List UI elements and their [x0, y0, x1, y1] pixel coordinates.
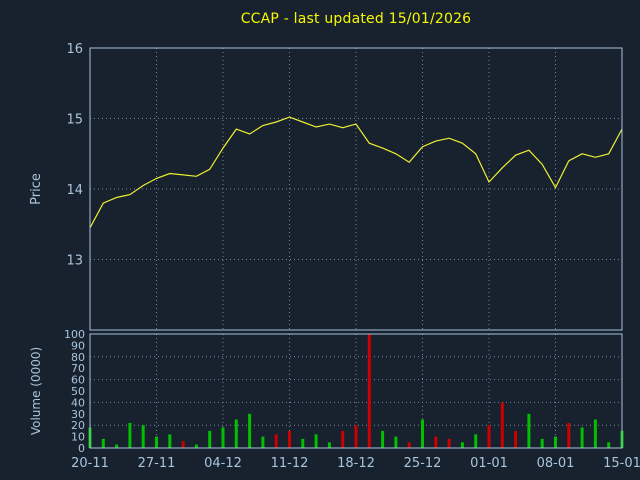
volume-bar	[301, 438, 305, 448]
volume-bar	[407, 442, 411, 448]
gridlines	[90, 48, 622, 448]
volume-bar	[101, 438, 105, 448]
svg-text:08-01: 08-01	[537, 456, 575, 471]
svg-text:01-01: 01-01	[470, 456, 508, 471]
svg-text:10: 10	[71, 431, 85, 444]
volume-bar	[327, 442, 331, 448]
svg-text:20: 20	[71, 419, 85, 432]
volume-bar	[607, 442, 611, 448]
volume-bar	[274, 434, 278, 448]
svg-text:11-12: 11-12	[271, 456, 309, 471]
price-ytick-labels: 13 14 15 16	[66, 42, 83, 269]
svg-text:15: 15	[66, 113, 83, 128]
svg-text:16: 16	[66, 42, 83, 57]
volume-bar	[208, 430, 212, 448]
volume-bar	[381, 430, 385, 448]
svg-text:18-12: 18-12	[337, 456, 375, 471]
volume-bar	[341, 430, 345, 448]
svg-text:50: 50	[71, 385, 85, 398]
svg-text:25-12: 25-12	[404, 456, 442, 471]
volume-bar	[128, 422, 132, 448]
volume-bar	[314, 434, 318, 448]
volume-bar	[447, 438, 451, 448]
chart-title: CCAP - last updated 15/01/2026	[240, 11, 472, 27]
volume-bar	[580, 427, 584, 448]
volume-bar	[261, 436, 265, 448]
volume-bar	[354, 425, 358, 448]
volume-bar	[194, 444, 198, 448]
svg-text:27-11: 27-11	[138, 456, 176, 471]
volume-bar	[487, 425, 491, 448]
svg-text:14: 14	[66, 183, 83, 198]
volume-bar	[168, 434, 172, 448]
svg-text:70: 70	[71, 362, 85, 375]
volume-bar	[115, 444, 119, 448]
volume-bar	[514, 430, 518, 448]
svg-text:100: 100	[64, 328, 85, 341]
volume-bar	[540, 438, 544, 448]
volume-bars	[88, 334, 624, 448]
volume-bar	[593, 419, 597, 448]
price-axis-title: Price	[29, 173, 44, 205]
volume-bar	[474, 434, 478, 448]
volume-bar	[460, 442, 464, 448]
svg-text:04-12: 04-12	[204, 456, 242, 471]
volume-bar	[288, 430, 291, 448]
svg-text:0: 0	[78, 442, 85, 455]
volume-bar	[500, 402, 504, 448]
panel-borders	[89, 47, 623, 449]
svg-text:20-11: 20-11	[71, 456, 109, 471]
svg-text:13: 13	[66, 254, 83, 269]
svg-text:40: 40	[71, 396, 85, 409]
svg-text:15-01: 15-01	[603, 456, 640, 471]
volume-bar	[367, 334, 371, 448]
volume-axis-title: Volume (0000)	[29, 347, 43, 435]
volume-bar	[567, 422, 571, 448]
volume-bar	[554, 436, 557, 448]
volume-bar	[181, 441, 185, 448]
x-tick-labels: 20-11 27-11 04-12 11-12 18-12 25-12 01-01 08-01…	[71, 456, 640, 471]
svg-text:60: 60	[71, 374, 85, 387]
svg-text:80: 80	[71, 351, 85, 364]
volume-bar	[234, 419, 238, 448]
volume-bar	[434, 436, 438, 448]
volume-bar	[394, 436, 398, 448]
volume-bar	[248, 413, 252, 448]
axis-titles: Price Volume (0000)	[29, 173, 44, 435]
price-line	[89, 116, 623, 229]
svg-text:90: 90	[71, 339, 85, 352]
volume-bar	[527, 413, 531, 448]
volume-bar	[155, 436, 158, 448]
svg-text:30: 30	[71, 408, 85, 421]
volume-bar	[221, 427, 225, 448]
volume-bar	[141, 425, 145, 448]
volume-bar	[421, 419, 424, 448]
